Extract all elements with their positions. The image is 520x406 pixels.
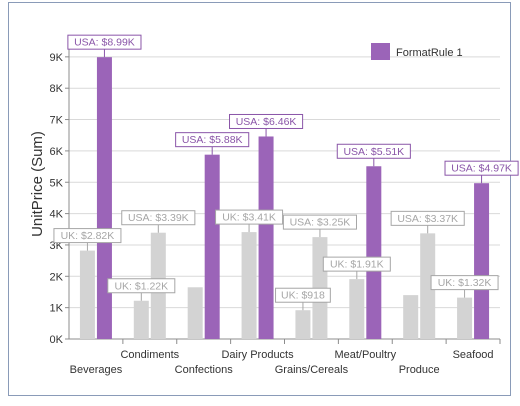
x-tick-label: Condiments: [120, 349, 179, 361]
bar-usa[interactable]: [96, 57, 112, 339]
data-label-usa-box: [175, 132, 250, 148]
legend[interactable]: FormatRule 1: [371, 43, 463, 60]
data-label-uk: UK: $1.22K: [114, 280, 168, 292]
data-label-uk: UK: $2.82K: [61, 230, 115, 242]
bar-uk[interactable]: [241, 232, 257, 339]
data-label-uk-box: [430, 275, 499, 291]
data-label-uk: UK: $1.32K: [438, 277, 492, 289]
data-label-usa-box: [67, 34, 142, 50]
x-tick-label: Confections: [175, 364, 234, 376]
bar-usa[interactable]: [420, 233, 436, 339]
data-label-usa-box: [229, 113, 304, 129]
data-label-uk-box: [107, 278, 176, 294]
y-tick-label: 7K: [50, 115, 64, 127]
y-tick-label: 4K: [50, 209, 64, 221]
x-tick-label: Dairy Products: [221, 349, 294, 361]
data-label-usa: USA: $4.97K: [451, 163, 512, 175]
data-label-usa-box: [336, 143, 411, 159]
y-axis-title: UnitPrice (Sum): [29, 131, 46, 237]
gridlines: [69, 56, 500, 309]
bar-uk[interactable]: [79, 250, 95, 339]
bar-usa[interactable]: [366, 166, 382, 339]
bar-usa[interactable]: [204, 154, 220, 339]
y-tick-label: 5K: [50, 177, 64, 189]
data-label-uk: UK: $918: [281, 290, 325, 302]
x-tick-label: Seafood: [453, 349, 494, 361]
data-label-usa-box: [121, 210, 196, 226]
x-tick-label: Meat/Poultry: [334, 349, 396, 361]
data-label-uk-box: [215, 209, 284, 225]
y-tick-label: 1K: [50, 303, 64, 315]
bar-uk[interactable]: [295, 310, 311, 339]
data-label-usa: USA: $3.25K: [290, 217, 351, 229]
data-label-uk-box: [275, 287, 331, 303]
data-label-usa: USA: $8.99K: [74, 37, 135, 49]
y-tick-label: 8K: [50, 83, 64, 95]
data-label-uk: UK: $3.41K: [222, 212, 276, 224]
bar-usa[interactable]: [258, 136, 274, 339]
legend-swatch: [371, 43, 390, 60]
data-label-usa: USA: $5.51K: [343, 146, 404, 158]
y-tick-label: 9K: [50, 52, 64, 64]
data-labels: UK: $2.82K USA: $8.99K UK: $1.22K USA: $3.3…: [53, 34, 519, 311]
data-label-uk-box: [322, 256, 391, 272]
data-label-usa-box: [390, 210, 465, 226]
bar-uk[interactable]: [133, 300, 149, 339]
data-label-usa-box: [282, 214, 357, 230]
bar-usa[interactable]: [474, 183, 490, 339]
x-tick-label: Beverages: [70, 364, 123, 376]
data-label-usa: USA: $5.88K: [182, 134, 243, 146]
data-label-uk: UK: $1.91K: [330, 259, 384, 271]
data-label-usa: USA: $3.39K: [128, 212, 189, 224]
bar-uk[interactable]: [457, 297, 473, 339]
data-label-usa: USA: $6.46K: [236, 116, 297, 128]
data-label-usa: USA: $3.37K: [397, 213, 458, 225]
bar-uk[interactable]: [403, 295, 419, 339]
bar-uk[interactable]: [349, 279, 365, 339]
y-tick-label: 0K: [50, 334, 64, 346]
y-tick-label: 6K: [50, 146, 64, 158]
x-tick-label: Grains/Cereals: [275, 364, 349, 376]
bars: [79, 57, 490, 339]
y-tick-label: 2K: [50, 271, 64, 283]
data-label-uk-box: [53, 228, 122, 244]
legend-label: FormatRule 1: [396, 47, 463, 59]
bar-uk[interactable]: [187, 287, 203, 339]
data-label-usa-box: [444, 160, 519, 176]
x-tick-label: Produce: [399, 364, 440, 376]
